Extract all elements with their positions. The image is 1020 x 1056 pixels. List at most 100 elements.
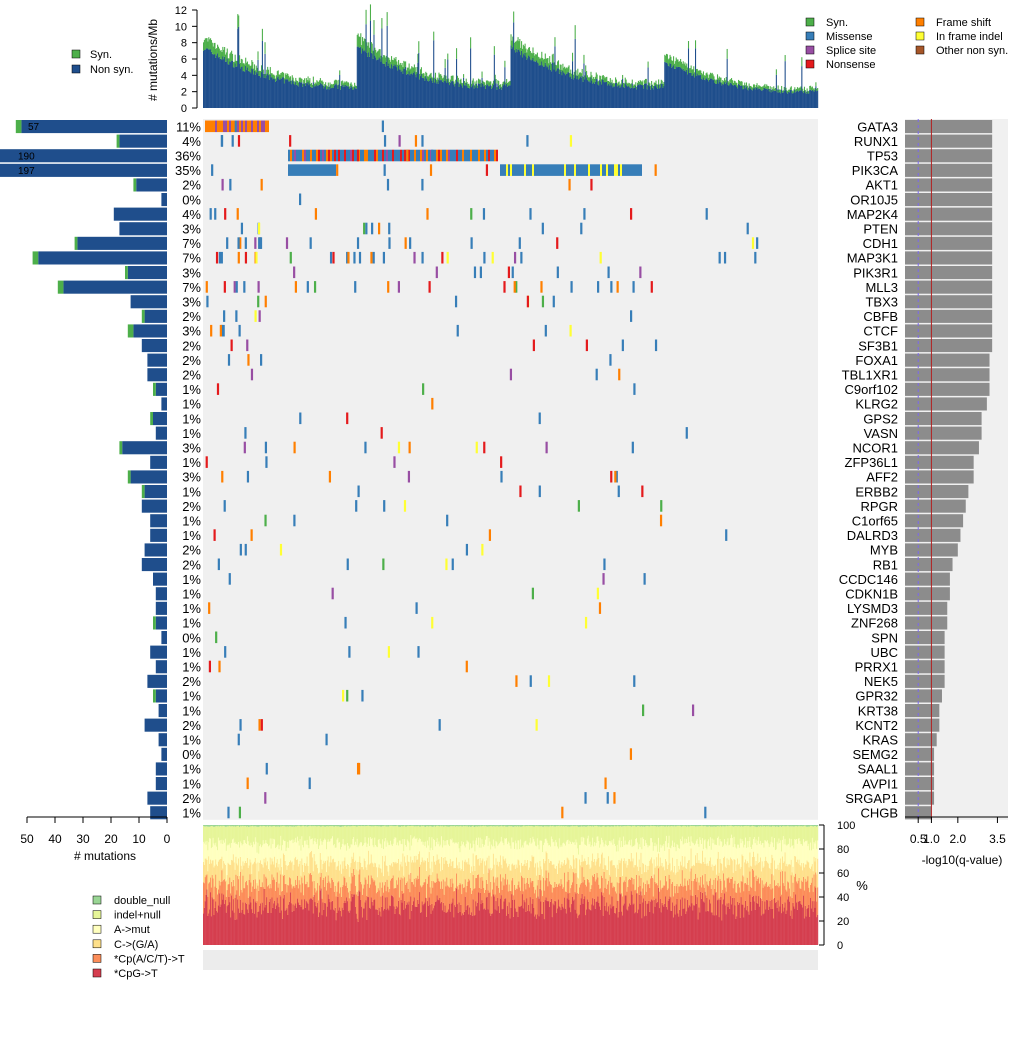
- spectrum-segment: [604, 844, 606, 866]
- gene-label: DALRD3: [847, 528, 898, 543]
- rate-bar-syn: [775, 69, 777, 75]
- spectrum-segment: [485, 865, 487, 890]
- mutation-cell: [393, 456, 396, 468]
- gene-label: RPGR: [860, 499, 898, 514]
- spectrum-segment: [376, 891, 379, 910]
- spectrum-segment: [580, 861, 582, 883]
- nonsyn-legend-label: Non syn.: [90, 64, 133, 76]
- rate-bar-syn: [543, 59, 545, 67]
- spectrum-segment: [408, 874, 410, 902]
- spectrum-segment: [345, 825, 347, 826]
- spectrum-segment: [226, 845, 228, 876]
- spectrum-segment: [401, 866, 403, 891]
- spectrum-segment: [339, 893, 341, 908]
- spectrum-segment: [212, 825, 214, 827]
- rate-bar-nonsyn: [753, 87, 755, 108]
- spectrum-segment: [232, 854, 234, 880]
- spectrum-segment: [237, 899, 239, 945]
- spectrum-segment: [211, 825, 213, 848]
- rate-bar-syn: [571, 73, 573, 79]
- spectrum-segment: [460, 846, 462, 871]
- spectrum-segment: [514, 864, 516, 885]
- spectrum-segment: [592, 853, 594, 876]
- spectrum-segment: [351, 893, 353, 945]
- spectrum-segment: [417, 899, 419, 945]
- rate-bar-nonsyn: [768, 91, 770, 108]
- rate-bar-syn: [673, 56, 675, 66]
- spectrum-segment: [377, 867, 379, 889]
- spectrum-segment: [270, 825, 272, 827]
- rate-bar-syn: [285, 75, 287, 80]
- spectrum-segment: [595, 825, 597, 826]
- spectrum-segment: [601, 826, 603, 841]
- rate-bar-syn: [716, 74, 719, 80]
- rate-bar-nonsyn: [339, 74, 341, 108]
- spectrum-segment: [433, 825, 435, 827]
- mutation-cell: [227, 354, 231, 366]
- spectrum-segment: [226, 906, 228, 945]
- spectrum-segment: [516, 825, 518, 850]
- rate-bar-syn: [442, 77, 444, 83]
- spectrum-segment: [381, 872, 383, 888]
- spectrum-segment: [330, 825, 332, 827]
- rate-bar-nonsyn: [778, 92, 780, 108]
- mutation-cell: [229, 120, 231, 133]
- rate-bar-nonsyn: [627, 87, 629, 108]
- spectrum-segment: [420, 885, 422, 913]
- mutation-cell: [606, 792, 609, 804]
- spectrum-segment: [477, 825, 479, 827]
- rate-bar-syn: [469, 85, 471, 89]
- mutation-cell: [568, 178, 571, 191]
- rate-bar-syn: [805, 91, 807, 94]
- spectrum-segment: [279, 870, 281, 895]
- spectrum-segment: [268, 845, 270, 871]
- spectrum-segment: [205, 894, 207, 945]
- qvalue-bar: [905, 674, 945, 688]
- spectrum-segment: [250, 825, 252, 827]
- spectrum-segment: [218, 880, 220, 894]
- rate-bar-nonsyn: [420, 76, 422, 108]
- spectrum-segment: [246, 825, 248, 827]
- spectrum-segment: [512, 842, 514, 864]
- mutation-cell: [628, 164, 630, 176]
- spectrum-segment: [564, 872, 566, 898]
- spectrum-segment: [423, 882, 425, 904]
- nonsyn-legend-swatch: [71, 64, 81, 74]
- spectrum-segment: [578, 854, 580, 879]
- rate-bar-nonsyn: [731, 84, 733, 108]
- rate-bar-nonsyn: [334, 84, 336, 108]
- rate-bar-nonsyn: [499, 87, 502, 108]
- spectrum-segment: [261, 902, 263, 945]
- spectrum-segment: [483, 846, 485, 874]
- rate-bar-syn: [786, 90, 788, 93]
- spectrum-segment: [557, 825, 559, 827]
- spectrum-segment: [337, 837, 339, 866]
- spectrum-segment: [499, 825, 502, 827]
- count-bar-nonsyn: [155, 616, 167, 630]
- rate-bar-syn: [731, 80, 733, 85]
- qvalue-bar: [905, 485, 969, 499]
- rate-bar-nonsyn: [716, 84, 718, 108]
- qvalue-bar: [905, 149, 993, 163]
- mutation-cell: [324, 164, 326, 176]
- spectrum-segment: [410, 896, 412, 945]
- spectrum-segment: [325, 903, 327, 945]
- spectrum-segment: [340, 864, 342, 888]
- count-bar-syn: [127, 324, 134, 338]
- spectrum-segment: [405, 904, 408, 945]
- spectrum-segment: [405, 846, 408, 866]
- spectrum-segment: [522, 825, 524, 848]
- spectrum-segment: [611, 896, 613, 945]
- mutation-cell: [250, 529, 253, 541]
- spectrum-segment: [303, 909, 305, 945]
- rate-bar-syn: [502, 81, 504, 86]
- spectrum-segment: [395, 888, 397, 909]
- rate-bar-syn: [554, 37, 556, 47]
- spectrum-segment: [255, 825, 257, 827]
- rate-bar-syn: [652, 85, 654, 90]
- spectrum-segment: [496, 910, 498, 945]
- spectrum-segment: [213, 843, 215, 868]
- spectrum-segment: [526, 882, 528, 899]
- spectrum-segment: [299, 825, 301, 827]
- spectrum-segment: [571, 825, 573, 827]
